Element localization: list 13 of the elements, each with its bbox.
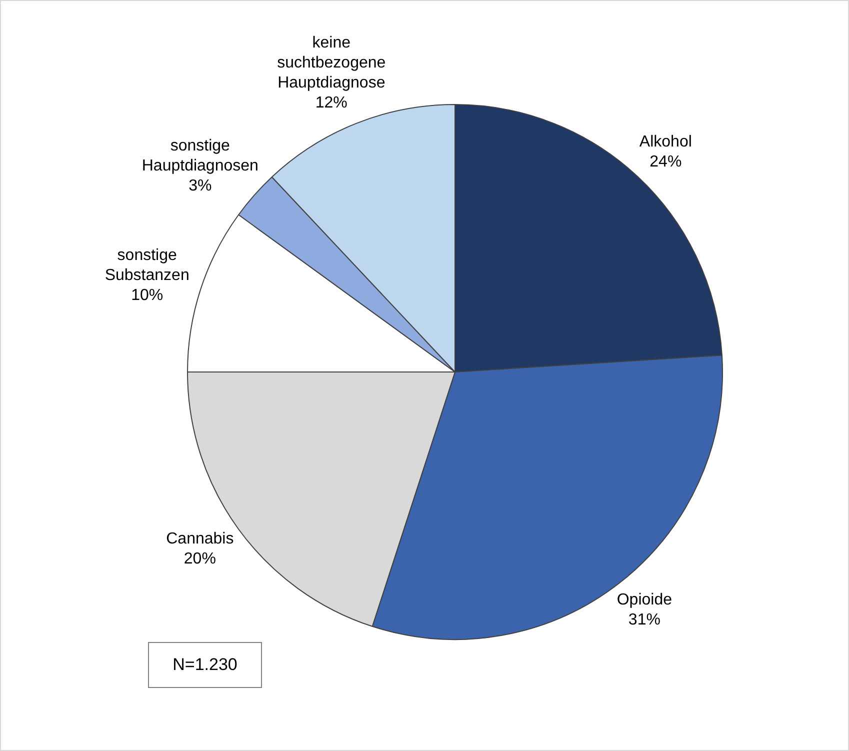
data-label: 20% [184, 550, 216, 568]
slice-label: Cannabis [166, 530, 234, 548]
data-label: 10% [131, 287, 164, 304]
slice-label: Alkohol [639, 134, 692, 151]
slice-label: Opioide [616, 592, 672, 609]
data-label: 12% [315, 94, 348, 112]
data-label: 24% [650, 154, 682, 171]
data-label: 31% [628, 612, 660, 629]
text: N=1.230 [148, 642, 262, 688]
data-label: 3% [188, 177, 212, 194]
slice-label: sonstige Substanzen [104, 247, 190, 284]
slice-label: keine suchtbezogene Hauptdiagnose [277, 34, 386, 92]
slice-label: sonstige Hauptdiagnosen [142, 137, 258, 174]
